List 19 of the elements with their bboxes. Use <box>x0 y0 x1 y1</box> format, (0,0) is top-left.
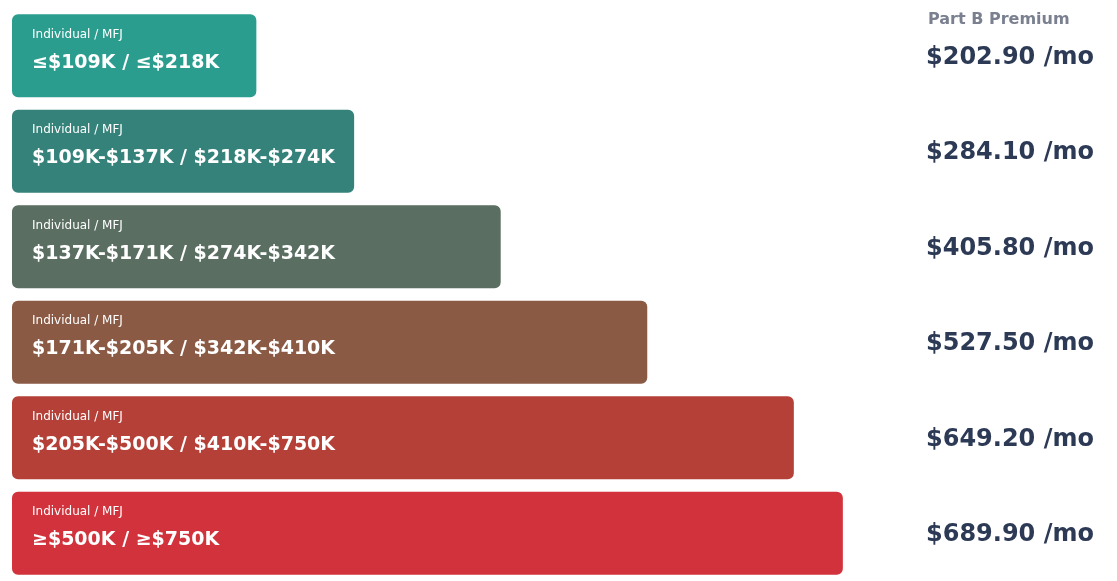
bar <box>12 205 501 289</box>
y-tick-label: Individual / MFJ ≥$500K / ≥$750K <box>32 504 221 550</box>
y-tick-label: Individual / MFJ ≤$109K / ≤$218K <box>32 26 221 72</box>
bar <box>12 14 257 98</box>
data-label: $284.10 /mo <box>926 137 1094 166</box>
y-tick-label: Individual / MFJ $205K-$500K / $410K-$750K <box>32 408 337 454</box>
bar <box>12 396 794 480</box>
data-label: $689.90 /mo <box>926 519 1094 548</box>
data-label: $202.90 /mo <box>926 41 1094 70</box>
data-label: $405.80 /mo <box>926 232 1094 261</box>
bar <box>12 491 843 575</box>
y-tick-label: Individual / MFJ $109K-$137K / $218K-$274K <box>32 122 337 168</box>
bar <box>12 300 648 384</box>
data-label: $527.50 /mo <box>926 328 1094 357</box>
text: Part B Premium <box>928 9 1070 29</box>
bar <box>12 109 355 193</box>
y-tick-label: Individual / MFJ $171K-$205K / $342K-$410K <box>32 313 337 359</box>
data-label: $649.20 /mo <box>926 423 1094 452</box>
y-tick-label: Individual / MFJ $137K-$171K / $274K-$342K <box>32 217 337 263</box>
